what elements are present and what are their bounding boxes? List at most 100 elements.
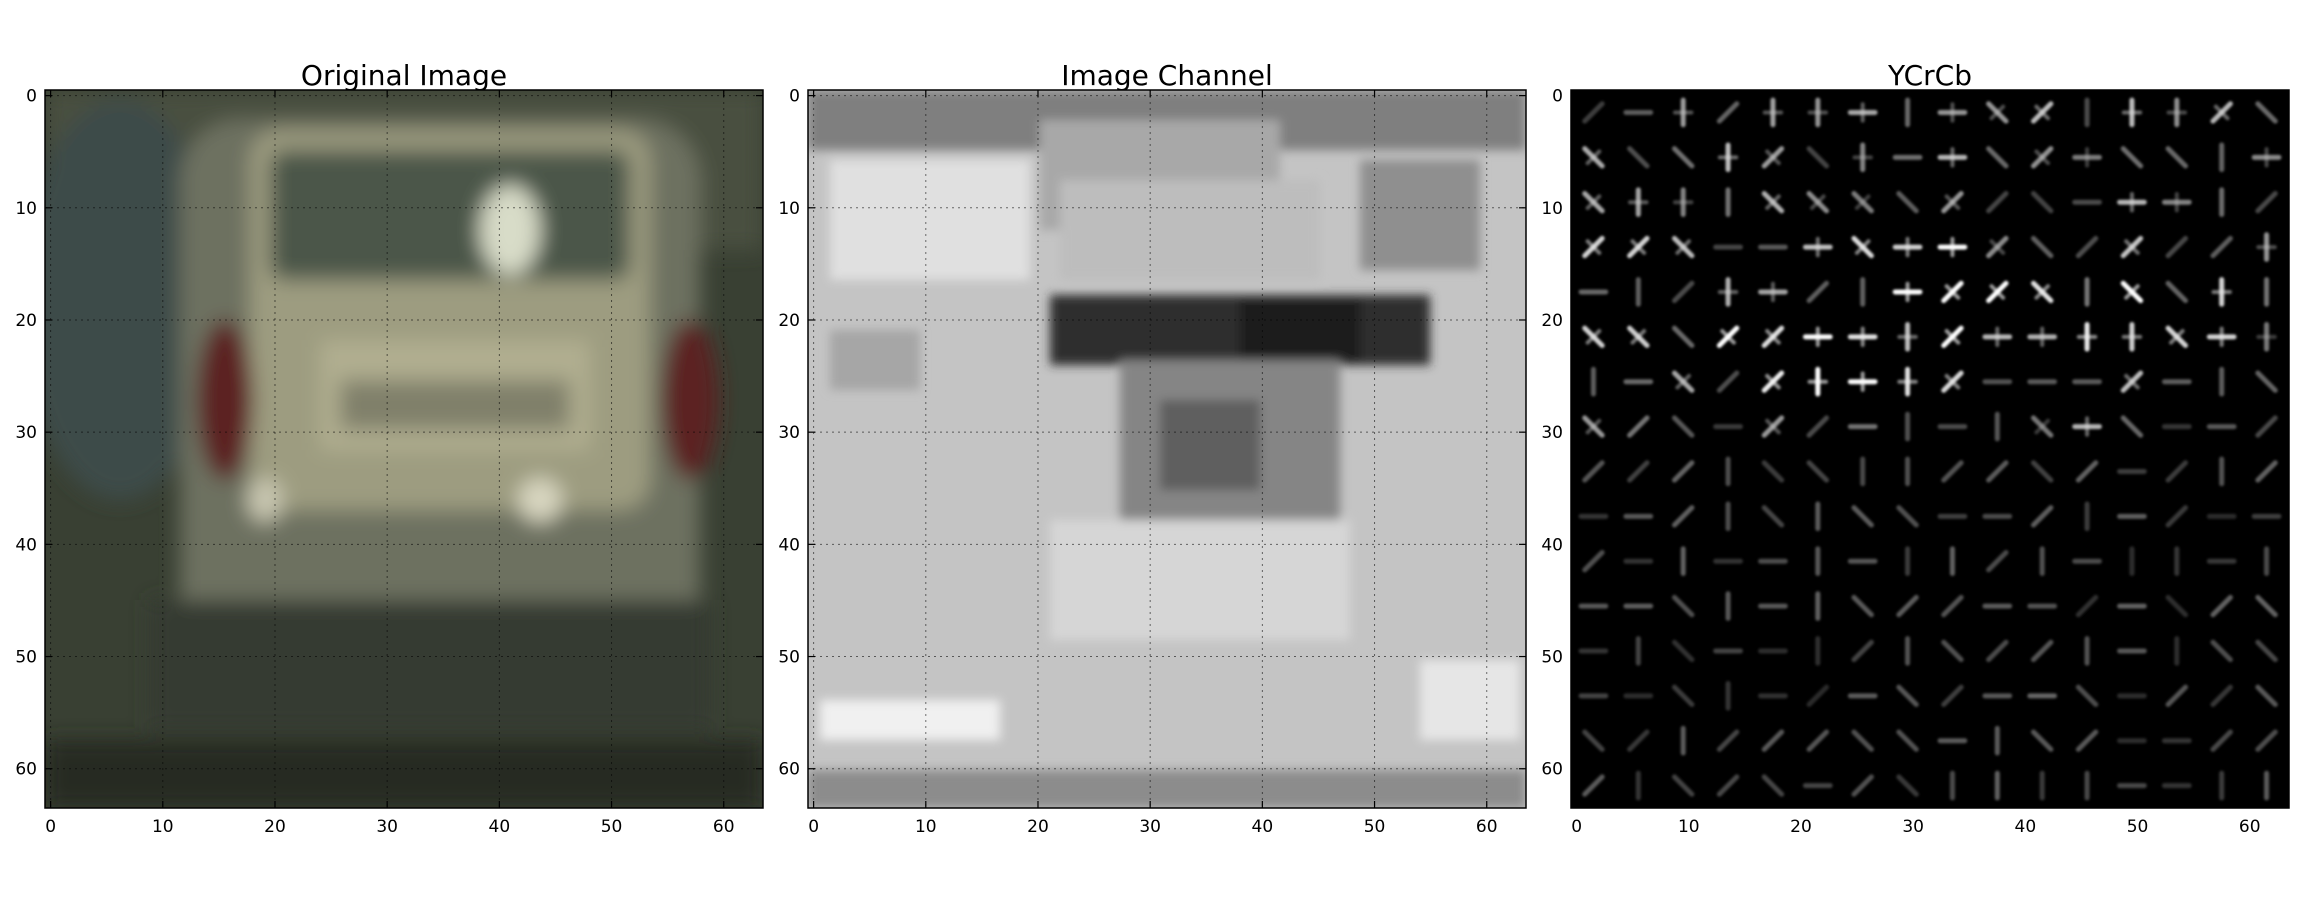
hog-cell-glyph — [1671, 594, 1695, 618]
y-tick-label: 20 — [1541, 311, 1563, 331]
panel-title: YCrCb — [1887, 59, 1972, 92]
hog-cell-glyph — [1806, 460, 1830, 483]
hog-cell-glyph-secondary — [2034, 149, 2051, 166]
hog-cell-glyph — [2255, 101, 2278, 124]
hog-cell-glyph — [2165, 684, 2189, 708]
x-tick-label: 0 — [808, 817, 819, 837]
hog-glyphs — [1578, 97, 2282, 801]
hog-cell-glyph — [1896, 594, 1919, 618]
y-tick-label: 60 — [1541, 760, 1563, 780]
hog-cell-glyph — [2165, 594, 2189, 618]
y-tick-label: 10 — [778, 199, 800, 219]
hog-cell-glyph-secondary — [2034, 284, 2051, 300]
image-original — [45, 90, 763, 808]
y-tick-label: 40 — [15, 535, 37, 555]
hog-cell-glyph — [1627, 729, 1650, 752]
hog-cell-glyph-secondary — [1944, 194, 1961, 211]
hog-cell-glyph — [1986, 190, 2009, 214]
hog-cell-glyph — [1851, 729, 1874, 752]
y-tick-label: 30 — [778, 423, 800, 443]
hog-cell-glyph — [1896, 729, 1919, 752]
x-tick-label: 50 — [2127, 817, 2149, 837]
image-hog — [1571, 90, 2289, 808]
hog-cell-glyph — [1671, 146, 1695, 169]
hog-cell-glyph-secondary — [1765, 194, 1781, 211]
hog-cell-glyph-secondary — [2168, 328, 2185, 345]
hog-cell-glyph — [1896, 684, 1919, 708]
hog-cell-glyph — [2255, 460, 2278, 483]
hog-cell-glyph — [1851, 774, 1874, 797]
hog-cell-glyph — [1671, 774, 1695, 797]
y-tick-label: 0 — [789, 87, 800, 107]
hog-cell-glyph — [1941, 594, 1964, 618]
hog-cell-glyph-secondary — [2034, 418, 2051, 435]
hog-cell-glyph — [2075, 729, 2099, 752]
hog-cell-glyph-secondary — [1585, 328, 1602, 345]
hog-cell-glyph — [1941, 639, 1964, 663]
y-tick-label: 30 — [1541, 423, 1563, 443]
hog-cell-glyph — [2075, 235, 2099, 259]
hog-cell-glyph — [1986, 460, 2009, 483]
hog-cell-glyph — [1806, 684, 1830, 708]
hog-cell-glyph — [1716, 370, 1740, 393]
hog-cell-glyph — [1671, 684, 1695, 708]
hog-cell-glyph-secondary — [1765, 373, 1781, 390]
hog-cell-glyph — [1806, 146, 1830, 169]
hog-cell-glyph — [2075, 460, 2099, 483]
hog-cell-glyph — [1761, 729, 1785, 752]
hog-cell-glyph-secondary — [1585, 418, 1602, 435]
hog-cell-glyph — [2165, 280, 2189, 304]
panel-original-image: Original Image 0 10 20 30 40 50 60 0 — [15, 59, 764, 837]
y-tick-label: 10 — [1541, 199, 1563, 219]
y-tick-label: 50 — [778, 648, 800, 668]
hog-cell-glyph-secondary — [2213, 104, 2230, 121]
y-tick-label: 0 — [26, 87, 37, 107]
axes-frame — [807, 89, 1527, 809]
hog-cell-glyph — [2255, 639, 2278, 663]
hog-cell-glyph — [1582, 101, 1605, 124]
hog-cell-glyph — [1941, 460, 1964, 483]
hog-cell-glyph — [2255, 370, 2278, 393]
hog-cell-glyph — [1761, 774, 1785, 797]
y-tick-label: 60 — [778, 760, 800, 780]
x-tick-label: 0 — [1571, 817, 1582, 837]
x-tick-label: 10 — [152, 817, 174, 837]
hog-cell-glyph-secondary — [2124, 239, 2140, 255]
hog-cell-glyph — [1986, 549, 2009, 573]
hog-cell-glyph-secondary — [1630, 239, 1647, 255]
hog-cell-glyph-secondary — [2034, 104, 2051, 121]
hog-cell-glyph — [2075, 684, 2099, 708]
y-tick-label: 40 — [1541, 535, 1563, 555]
hog-cell-glyph — [1627, 415, 1650, 438]
hog-cell-glyph-secondary — [1675, 239, 1692, 255]
y-tick-label: 30 — [15, 423, 37, 443]
y-tick-label: 50 — [15, 648, 37, 668]
x-tick-label: 20 — [264, 817, 286, 837]
hog-cell-glyph — [1851, 594, 1874, 618]
hog-cell-glyph-secondary — [1944, 373, 1961, 390]
hog-cell-glyph — [2030, 460, 2054, 483]
hog-cell-glyph — [1671, 460, 1695, 483]
hog-cell-glyph — [1627, 146, 1650, 169]
x-tick-label: 40 — [489, 817, 511, 837]
hog-cell-glyph — [2210, 639, 2233, 663]
hog-cell-glyph — [1986, 639, 2009, 663]
hog-cell-glyph — [1941, 684, 1964, 708]
panel-title: Original Image — [301, 59, 507, 92]
x-tick-label: 30 — [1902, 817, 1924, 837]
y-tick-label: 0 — [1552, 87, 1563, 107]
hog-cell-glyph — [2120, 415, 2144, 438]
y-tick-label: 60 — [15, 760, 37, 780]
x-tick-label: 60 — [1476, 817, 1498, 837]
hog-cell-glyph — [1761, 460, 1785, 483]
hog-cell-glyph-secondary — [1765, 328, 1781, 345]
axes-frame — [1570, 89, 2290, 809]
hog-cell-glyph-secondary — [1854, 239, 1871, 255]
hog-cell-glyph — [2210, 684, 2233, 708]
hog-cell-glyph — [2030, 639, 2054, 663]
hog-cell-glyph — [1671, 280, 1695, 304]
panel-ycrcb: YCrCb 0 10 20 30 40 50 60 0 10 20 30 40 50 60 — [1541, 59, 2290, 837]
hog-cell-glyph-secondary — [1585, 149, 1602, 166]
